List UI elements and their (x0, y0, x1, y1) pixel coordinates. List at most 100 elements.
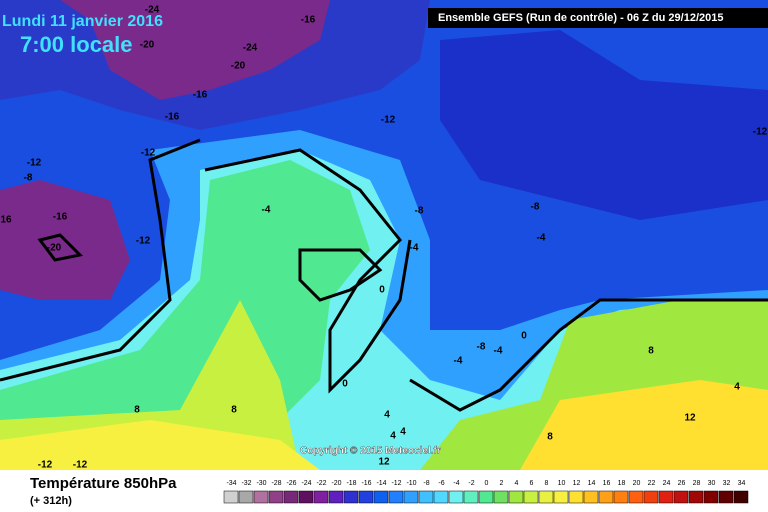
contour-label: 4 (734, 382, 740, 393)
colorbar-tick-label: -24 (301, 480, 311, 487)
contour-label: -12 (753, 127, 768, 138)
colorbar-tick-label: -28 (271, 480, 281, 487)
colorbar-tick-label: -8 (423, 480, 429, 487)
warmer-region-east (520, 380, 768, 470)
contour-label: -12 (381, 115, 396, 126)
colorbar-tick-label: 20 (633, 480, 641, 487)
color-swatch (643, 490, 659, 504)
colorbar-tick-label: -4 (453, 480, 459, 487)
color-swatch (568, 490, 584, 504)
contour-label: 4 (384, 410, 390, 421)
color-swatch (718, 490, 734, 504)
warmer-region (0, 420, 320, 470)
contour-label: -4 (494, 346, 503, 357)
contour-east (409, 298, 768, 412)
contour-label: 0 (521, 331, 527, 342)
colorbar-tick-label: 16 (603, 480, 611, 487)
contour-label: -16 (165, 112, 180, 123)
time: 7:00 locale (20, 32, 133, 57)
colorbar-tick-label: 2 (500, 480, 504, 487)
color-swatch (373, 490, 389, 504)
contour-label: -8 (415, 206, 424, 217)
colorbar-tick-label: -30 (256, 480, 266, 487)
colorbar-tick-label: 32 (723, 480, 731, 487)
colorbar-tick-label: 14 (588, 480, 596, 487)
colorbar-tick-label: 12 (573, 480, 581, 487)
colorbar-tick-label: -12 (391, 480, 401, 487)
color-swatch (478, 490, 494, 504)
contour-label: 4 (400, 427, 406, 438)
colorbar-tick-label: -26 (286, 480, 296, 487)
warm-region-west (0, 300, 300, 470)
contour-label: -16 (301, 15, 316, 26)
contour-label: 4 (390, 431, 396, 442)
contour-label: -12 (136, 236, 151, 247)
contour-label: -4 (262, 205, 271, 216)
colorbar-tick-label: -10 (406, 480, 416, 487)
date: Lundi 11 janvier 2016 (2, 13, 163, 30)
colorbar-tick-label: -32 (241, 480, 251, 487)
contour-label: -8 (477, 342, 486, 353)
color-swatch (583, 490, 599, 504)
color-swatch (403, 490, 419, 504)
contour-label: -8 (531, 202, 540, 213)
color-swatch (673, 490, 689, 504)
copyright: Copyright © 2015 Meteociel.fr (300, 446, 441, 457)
colorbar-tick-label: -18 (346, 480, 356, 487)
contour-four (204, 148, 412, 394)
contour-label: -12 (141, 148, 156, 159)
colorbar-tick-label: 18 (618, 480, 626, 487)
contour-label: -12 (27, 158, 42, 169)
run-info: Ensemble GEFS (Run de contrôle) - 06 Z d… (438, 12, 723, 24)
color-swatch (553, 490, 569, 504)
colorbar-tick-label: -14 (376, 480, 386, 487)
colorbar-tick-label: -20 (331, 480, 341, 487)
colorbar-tick-label: -22 (316, 480, 326, 487)
contour-label: 16 (0, 215, 12, 226)
colorbar-tick-label: 26 (678, 480, 686, 487)
color-swatch (253, 490, 269, 504)
lead-time: (+ 312h) (30, 495, 72, 507)
color-swatch (508, 490, 524, 504)
color-swatch (733, 490, 749, 504)
colorbar-tick-label: 10 (558, 480, 566, 487)
colorbar: -34 -32 -30 -28 -26 -24 -22 -20 -18 -16 -14 -12 -10-… (223, 480, 749, 504)
colorbar-tick-label: 22 (648, 480, 656, 487)
color-swatch (448, 490, 464, 504)
contour-label: 12 (378, 457, 390, 468)
colorbar-tick-label: 30 (708, 480, 716, 487)
contour-label: 8 (134, 405, 140, 416)
run-box (428, 8, 768, 28)
colorbar-tick-label: 6 (530, 480, 534, 487)
color-swatch (523, 490, 539, 504)
contour-label: -4 (410, 243, 419, 254)
colorbar-tick-label: 28 (693, 480, 701, 487)
color-swatch (688, 490, 704, 504)
color-swatch (343, 490, 359, 504)
contour-label: -24 (145, 5, 160, 16)
contour-zero (0, 138, 201, 382)
green-region (0, 160, 370, 430)
colorbar-tick-label: -16 (361, 480, 371, 487)
contour-label: -20 (47, 243, 62, 254)
contour-label: -20 (231, 61, 246, 72)
very-cold-region (60, 0, 330, 100)
contour-label: 12 (684, 413, 696, 424)
color-swatch (268, 490, 284, 504)
color-swatch (598, 490, 614, 504)
color-swatch (463, 490, 479, 504)
color-swatch (328, 490, 344, 504)
color-swatch (358, 490, 374, 504)
contour-loop (298, 248, 383, 302)
color-swatch (223, 490, 239, 504)
contour-label: -16 (193, 90, 208, 101)
contour-label: 0 (379, 285, 385, 296)
colorbar-tick-label: 4 (515, 480, 519, 487)
legend-title: Température 850hPa (30, 475, 177, 492)
contour-label: 8 (231, 405, 237, 416)
contour-labels: -24 -16 -24 -20 -20 -16 -16 -12 -12 -12 -12 -8 -16 16… (0, 5, 767, 471)
contour-label: -12 (38, 460, 53, 471)
color-swatch (538, 490, 554, 504)
